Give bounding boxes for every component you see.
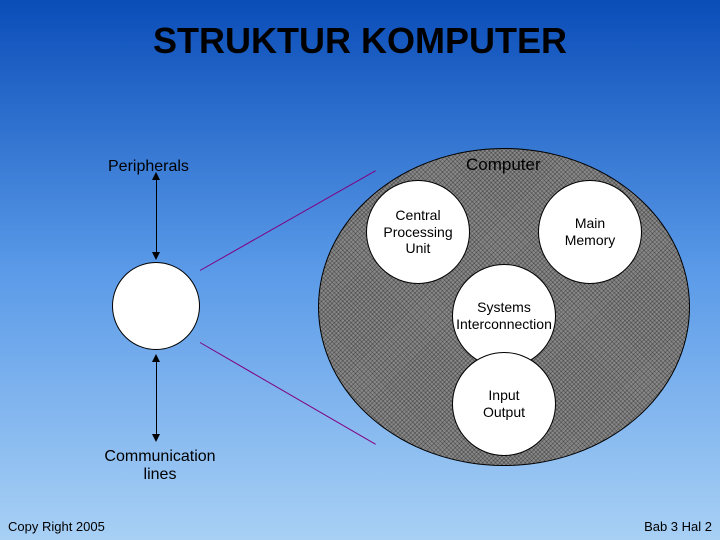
main-memory-node: Main Memory [538, 180, 642, 284]
cpu-text: Central Processing Unit [383, 207, 452, 257]
page-title: STRUKTUR KOMPUTER [0, 0, 720, 62]
computer-big-label: Computer [466, 155, 541, 175]
arrow-communication [156, 360, 157, 436]
footer-page: Bab 3 Hal 2 [644, 519, 712, 534]
io-text: Input Output [483, 387, 525, 421]
arrow-head-icon [152, 252, 160, 260]
arrow-head-icon [152, 434, 160, 442]
peripherals-label: Peripherals [108, 158, 189, 176]
arrow-head-icon [152, 354, 160, 362]
sys-text: Systems Interconnection [456, 299, 552, 333]
communication-label: Communication lines [100, 448, 220, 484]
footer-copyright: Copy Right 2005 [8, 519, 105, 534]
mm-text: Main Memory [565, 215, 616, 249]
computer-node-small [112, 262, 200, 350]
arrow-head-icon [152, 172, 160, 180]
cpu-node: Central Processing Unit [366, 180, 470, 284]
arrow-peripherals [156, 178, 157, 254]
io-node: Input Output [452, 352, 556, 456]
